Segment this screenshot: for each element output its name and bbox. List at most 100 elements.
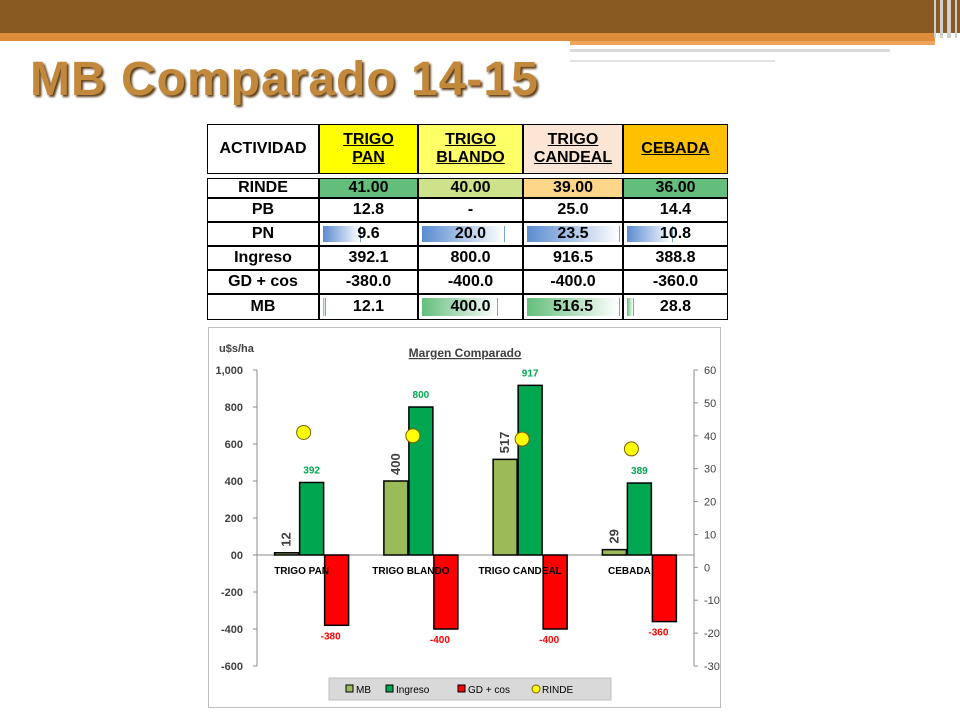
x-category-label: TRIGO CANDEAL bbox=[478, 566, 561, 577]
marker-rinde bbox=[405, 428, 421, 444]
cell-value: 800.0 bbox=[450, 249, 491, 266]
bar-mb bbox=[492, 458, 518, 556]
cell-value: 12.1 bbox=[352, 298, 385, 315]
data-bar bbox=[422, 226, 506, 242]
header-line2: BLANDO bbox=[436, 149, 505, 166]
bar-mb bbox=[601, 548, 628, 556]
legend-label: MB bbox=[356, 685, 371, 696]
label-mb: 400 bbox=[388, 453, 403, 475]
margin-chart: Margen Comparado u$s/ha 1,000 800 600 400 200 0… bbox=[208, 327, 721, 708]
y-axis-label: u$s/ha bbox=[219, 343, 255, 355]
cell-value: 516.5 bbox=[552, 298, 594, 315]
legend-label: RINDE bbox=[542, 685, 573, 696]
y-tick-label: -600 bbox=[221, 661, 243, 673]
y-tick-label: 600 bbox=[225, 439, 243, 451]
table-cell: 23.5 bbox=[523, 222, 623, 246]
header-line1: CEBADA bbox=[641, 139, 710, 157]
legend-swatch bbox=[385, 684, 394, 693]
cell-value: 12.8 bbox=[352, 201, 385, 218]
table-cell: 10.8 bbox=[623, 222, 728, 246]
cell-value: 14.4 bbox=[659, 201, 692, 218]
y2-tick-label: -30 bbox=[704, 661, 720, 673]
bar-gd-cos bbox=[651, 554, 678, 623]
table-cell: 39.00 bbox=[523, 178, 623, 198]
y2-tick-label: -10 bbox=[704, 595, 720, 607]
y2-tick-label: 40 bbox=[704, 431, 716, 443]
bar-mb bbox=[273, 552, 300, 556]
y-tick-label: 800 bbox=[225, 402, 243, 414]
legend-label: GD + cos bbox=[468, 685, 510, 696]
bar-gd-cos bbox=[433, 554, 459, 630]
cell-value: 9.6 bbox=[357, 225, 380, 242]
y-tick-label: 1,000 bbox=[215, 365, 243, 377]
table-header-col: TRIGO BLANDO bbox=[418, 124, 523, 174]
banner-line-short bbox=[570, 60, 775, 62]
table-header-actividad: ACTIVIDAD bbox=[207, 124, 319, 174]
table-cell: 28.8 bbox=[623, 294, 728, 320]
cell-value: 392.1 bbox=[348, 249, 389, 266]
legend-swatch bbox=[457, 684, 466, 693]
y2-tick-label: 10 bbox=[704, 529, 716, 541]
table-cell: 14.4 bbox=[623, 198, 728, 222]
table-cell: 392.1 bbox=[319, 246, 418, 270]
y-tick-label: 400 bbox=[225, 476, 243, 488]
header-line1: TRIGO bbox=[547, 130, 599, 148]
banner-line bbox=[570, 49, 890, 52]
y2-tick-label: 30 bbox=[704, 464, 716, 476]
table-cell: - bbox=[418, 198, 523, 222]
table-header-col: TRIGO CANDEAL bbox=[523, 124, 623, 174]
y-tick-label: -200 bbox=[221, 587, 243, 599]
bar-ingreso bbox=[517, 384, 543, 556]
x-category-label: TRIGO PAN bbox=[274, 566, 329, 577]
table-cell: 40.00 bbox=[418, 178, 523, 198]
banner-vline bbox=[934, 0, 936, 38]
table-cell: 9.6 bbox=[319, 222, 418, 246]
label-gd-cos: -360 bbox=[648, 628, 668, 639]
y-tick-label: -400 bbox=[221, 624, 243, 636]
cell-value: 388.8 bbox=[655, 249, 696, 266]
cell-value: -400.0 bbox=[550, 273, 596, 290]
data-bar bbox=[323, 226, 362, 242]
y2-tick-label: -20 bbox=[704, 628, 720, 640]
bar-mb bbox=[383, 480, 409, 556]
banner-vline bbox=[947, 0, 951, 38]
row-label-gd-cos: GD + cos bbox=[207, 270, 319, 294]
marker-rinde bbox=[296, 424, 312, 440]
chart-title: Margen Comparado bbox=[409, 346, 522, 360]
label-mb: 517 bbox=[497, 432, 512, 454]
cell-value: 23.5 bbox=[557, 225, 589, 242]
label-gd-cos: -400 bbox=[430, 635, 450, 646]
header-line2: CANDEAL bbox=[533, 149, 613, 166]
table-cell: -400.0 bbox=[523, 270, 623, 294]
y2-tick-label: 0 bbox=[704, 562, 710, 574]
row-label-rinde: RINDE bbox=[207, 178, 319, 198]
cell-value: -400.0 bbox=[447, 273, 494, 290]
table-cell: 800.0 bbox=[418, 246, 523, 270]
cell-value: 40.00 bbox=[450, 179, 491, 196]
table-cell: -360.0 bbox=[623, 270, 728, 294]
header-line2: PAN bbox=[352, 149, 385, 166]
row-label-ingreso: Ingreso bbox=[207, 246, 319, 270]
legend-swatch bbox=[345, 684, 354, 693]
table-cell: 388.8 bbox=[623, 246, 728, 270]
label-ingreso: 800 bbox=[413, 390, 430, 401]
chart-svg: Margen Comparadou$s/ha1,0008006004002000… bbox=[215, 343, 720, 701]
table-header-col: TRIGO PAN bbox=[319, 124, 418, 174]
table-cell: 25.0 bbox=[523, 198, 623, 222]
data-bar bbox=[527, 298, 620, 316]
label-mb: 29 bbox=[606, 529, 621, 543]
marker-rinde bbox=[514, 431, 530, 447]
cell-value: 916.5 bbox=[552, 249, 594, 266]
table-cell: 41.00 bbox=[319, 178, 418, 198]
table-header-col: CEBADA bbox=[623, 124, 728, 174]
cell-value: 10.8 bbox=[659, 225, 692, 242]
table-cell: 516.5 bbox=[523, 294, 623, 320]
label-ingreso: 389 bbox=[631, 466, 648, 477]
label-ingreso: 392 bbox=[303, 465, 320, 476]
x-category-label: TRIGO BLANDO bbox=[372, 566, 449, 577]
label-gd-cos: -400 bbox=[539, 635, 559, 646]
bar-gd-cos bbox=[542, 554, 568, 630]
cell-value: -380.0 bbox=[345, 273, 392, 290]
x-category-label: CEBADA bbox=[608, 566, 651, 577]
table-cell: 12.8 bbox=[319, 198, 418, 222]
